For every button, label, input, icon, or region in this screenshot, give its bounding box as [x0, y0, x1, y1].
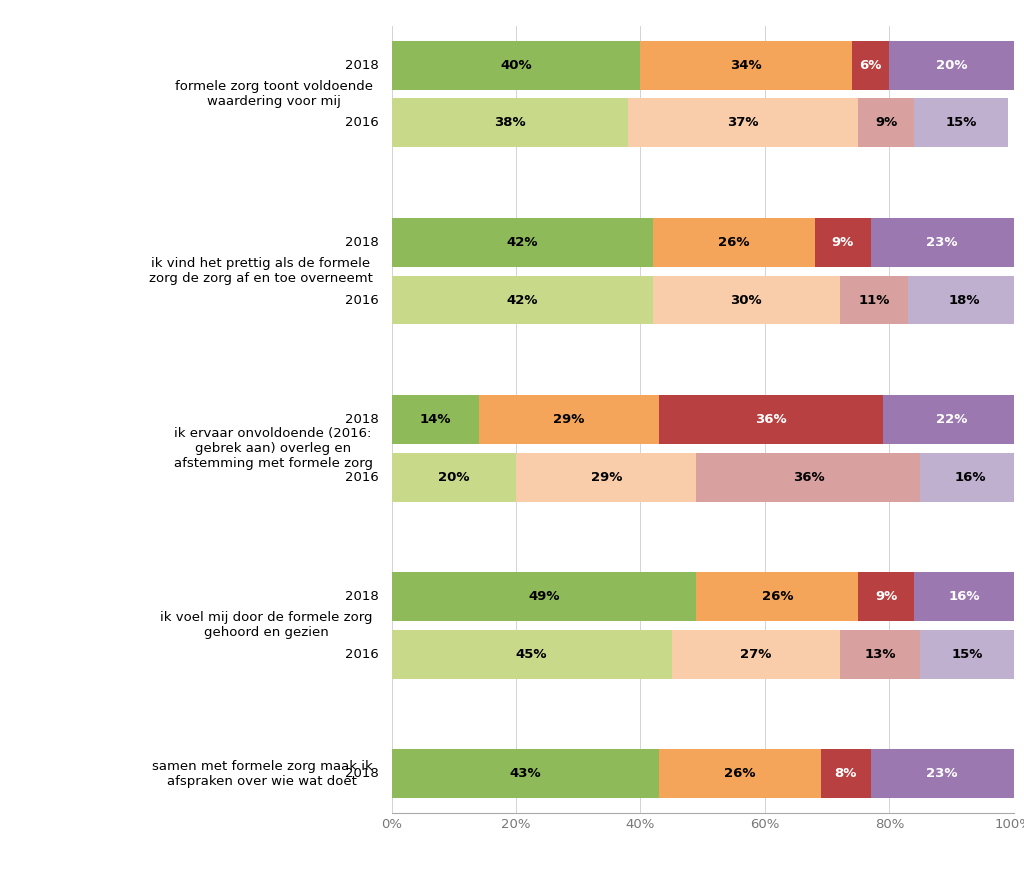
Text: 9%: 9%	[831, 236, 854, 249]
Bar	[391, 630, 672, 678]
Text: samen met formele zorg maak ik
afspraken over wie wat doet: samen met formele zorg maak ik afspraken…	[152, 760, 373, 787]
Text: ik ervaar onvoldoende (2016:
gebrek aan) overleg en
afstemming met formele zorg: ik ervaar onvoldoende (2016: gebrek aan)…	[173, 427, 373, 470]
Bar	[659, 395, 883, 444]
Text: 14%: 14%	[420, 413, 451, 426]
Text: 18%: 18%	[948, 294, 980, 307]
Text: 26%: 26%	[718, 236, 750, 249]
Text: 36%: 36%	[793, 470, 824, 483]
Text: 20%: 20%	[438, 470, 470, 483]
Text: 37%: 37%	[727, 116, 759, 129]
Bar	[821, 749, 870, 798]
Bar	[391, 275, 653, 324]
Text: 16%: 16%	[954, 470, 986, 483]
Bar	[391, 395, 478, 444]
Text: 15%: 15%	[945, 116, 977, 129]
Text: 15%: 15%	[951, 648, 983, 661]
Text: ik vind het prettig als de formele
zorg de zorg af en toe overneemt: ik vind het prettig als de formele zorg …	[148, 257, 373, 285]
Text: 16%: 16%	[948, 590, 980, 603]
Text: 2016: 2016	[345, 116, 379, 129]
Text: 29%: 29%	[553, 413, 585, 426]
Text: ik voel mij door de formele zorg
gehoord en gezien: ik voel mij door de formele zorg gehoord…	[160, 612, 373, 640]
Bar	[672, 630, 840, 678]
Text: 26%: 26%	[762, 590, 793, 603]
Text: 23%: 23%	[927, 236, 958, 249]
Bar	[391, 453, 516, 502]
Text: 2016: 2016	[345, 648, 379, 661]
Bar	[840, 630, 921, 678]
Text: 42%: 42%	[507, 294, 538, 307]
Bar	[870, 749, 1014, 798]
Bar	[391, 41, 640, 90]
Text: 6%: 6%	[859, 59, 882, 72]
Bar	[858, 99, 914, 148]
Text: 9%: 9%	[876, 116, 897, 129]
Text: 23%: 23%	[927, 767, 958, 780]
Bar	[696, 572, 858, 621]
Bar	[653, 275, 840, 324]
Bar	[914, 99, 1008, 148]
Bar	[659, 749, 821, 798]
Text: 27%: 27%	[740, 648, 771, 661]
Bar	[391, 749, 659, 798]
Text: 29%: 29%	[591, 470, 622, 483]
Text: 42%: 42%	[507, 236, 538, 249]
Bar	[914, 572, 1014, 621]
Text: 13%: 13%	[864, 648, 896, 661]
Text: 2018: 2018	[345, 59, 379, 72]
Bar	[852, 41, 889, 90]
Bar	[815, 218, 870, 267]
Text: 34%: 34%	[730, 59, 762, 72]
Text: 38%: 38%	[494, 116, 525, 129]
Bar	[858, 572, 914, 621]
Text: 22%: 22%	[936, 413, 968, 426]
Bar	[883, 395, 1020, 444]
Bar	[908, 275, 1020, 324]
Text: 2018: 2018	[345, 236, 379, 249]
Bar	[391, 572, 696, 621]
Bar	[889, 41, 1014, 90]
Text: 2018: 2018	[345, 767, 379, 780]
Text: 30%: 30%	[730, 294, 762, 307]
Text: 2018: 2018	[345, 413, 379, 426]
Bar	[391, 99, 628, 148]
Text: 9%: 9%	[876, 590, 897, 603]
Text: 2016: 2016	[345, 294, 379, 307]
Text: 8%: 8%	[835, 767, 857, 780]
Bar	[640, 41, 852, 90]
Text: 49%: 49%	[528, 590, 560, 603]
Text: 20%: 20%	[936, 59, 968, 72]
Bar	[870, 218, 1014, 267]
Text: 43%: 43%	[510, 767, 541, 780]
Text: 2016: 2016	[345, 470, 379, 483]
Bar	[921, 630, 1014, 678]
Bar	[653, 218, 815, 267]
Bar	[516, 453, 696, 502]
Bar	[391, 218, 653, 267]
Bar	[478, 395, 659, 444]
Text: formele zorg toont voldoende
waardering voor mij: formele zorg toont voldoende waardering …	[174, 80, 373, 108]
Bar	[696, 453, 921, 502]
Text: 2018: 2018	[345, 590, 379, 603]
Bar	[840, 275, 908, 324]
Bar	[921, 453, 1020, 502]
Text: 26%: 26%	[724, 767, 756, 780]
Text: 36%: 36%	[756, 413, 786, 426]
Text: 40%: 40%	[500, 59, 531, 72]
Bar	[628, 99, 858, 148]
Text: 11%: 11%	[858, 294, 890, 307]
Text: 45%: 45%	[516, 648, 547, 661]
